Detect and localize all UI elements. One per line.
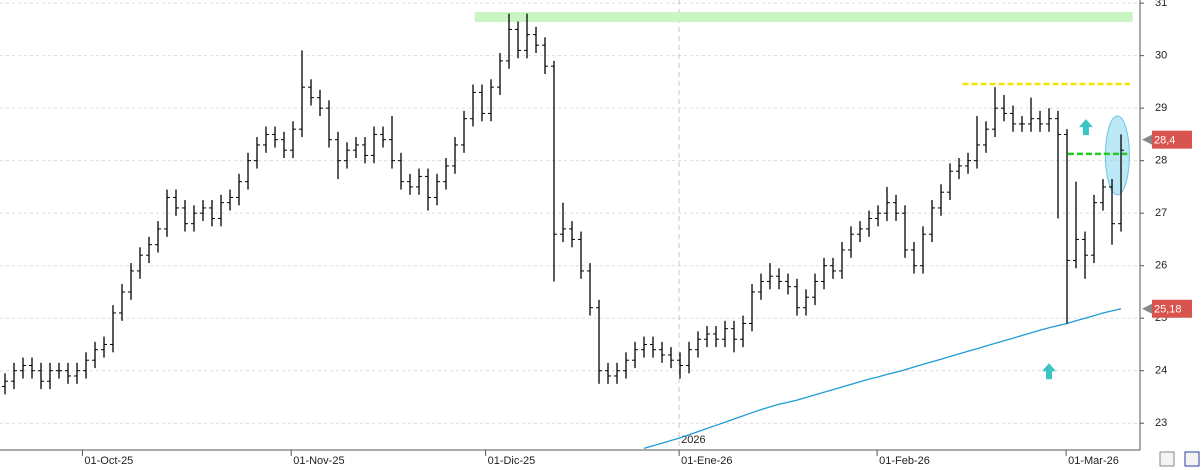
highlight (1104, 115, 1130, 196)
y-tick-label: 28 (1155, 155, 1167, 167)
zoom-icon[interactable] (1159, 451, 1175, 467)
y-tick-label: 27 (1155, 207, 1167, 219)
price-marker (1152, 130, 1192, 149)
resistance-band (474, 12, 1133, 23)
price-marker-label: 25,18 (1154, 304, 1182, 316)
x-tick-label: 01-Ene-26 (681, 455, 732, 467)
up-arrow (1078, 119, 1093, 136)
year-label: 2026 (681, 434, 705, 446)
y-tick-label: 26 (1155, 260, 1167, 272)
moving-average (643, 308, 1122, 450)
up-arrow (1042, 363, 1057, 380)
price-pointer (1142, 303, 1152, 314)
x-tick-label: 01-Dic-25 (488, 455, 536, 467)
x-tick-label: 01-Feb-26 (879, 455, 930, 467)
x-tick-label: 01-Oct-25 (84, 455, 133, 467)
y-tick-label: 30 (1155, 50, 1167, 62)
x-tick-label: 01-Mar-26 (1068, 455, 1119, 467)
y-tick-label: 29 (1155, 102, 1167, 114)
save-icon[interactable] (1184, 451, 1200, 467)
x-tick-label: 01-Nov-25 (293, 455, 344, 467)
price-pointer (1142, 134, 1152, 145)
y-tick-label: 24 (1155, 365, 1167, 377)
y-tick-label: 31 (1155, 0, 1167, 9)
price-marker-label: 28,4 (1154, 135, 1175, 147)
price-marker (1152, 299, 1192, 318)
y-tick-label: 23 (1155, 417, 1167, 429)
